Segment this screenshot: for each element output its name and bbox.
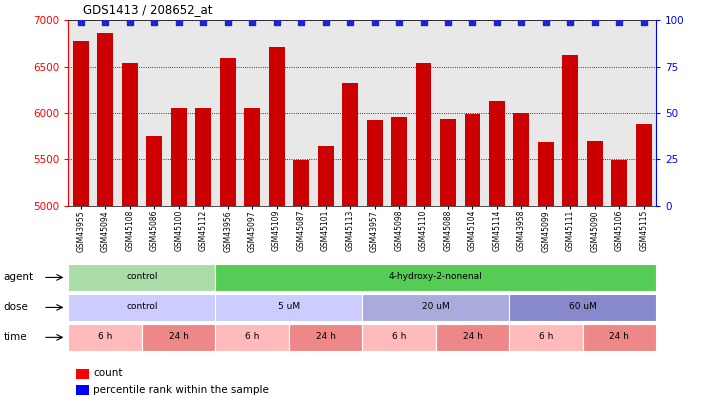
Bar — [269, 47, 285, 206]
Point — [491, 19, 503, 26]
Point — [124, 19, 136, 26]
Bar — [538, 142, 554, 206]
Point — [222, 19, 234, 26]
Point — [99, 19, 111, 26]
Point — [173, 19, 185, 26]
Bar — [636, 124, 652, 206]
Point — [75, 19, 87, 26]
Bar — [513, 113, 529, 206]
Text: dose: dose — [4, 303, 29, 312]
Point — [198, 19, 209, 26]
Text: percentile rank within the sample: percentile rank within the sample — [93, 385, 269, 394]
Bar — [363, 324, 435, 351]
Bar — [68, 294, 216, 321]
Point — [345, 19, 356, 26]
Text: 4-hydroxy-2-nonenal: 4-hydroxy-2-nonenal — [389, 272, 482, 281]
Point — [368, 19, 380, 26]
Bar — [244, 109, 260, 206]
Text: GDS1413 / 208652_at: GDS1413 / 208652_at — [83, 3, 213, 16]
Text: 24 h: 24 h — [316, 332, 335, 341]
Bar — [122, 63, 138, 206]
Bar — [509, 294, 656, 321]
Point — [247, 19, 258, 26]
Bar — [68, 324, 142, 351]
Text: 24 h: 24 h — [609, 332, 629, 341]
Bar — [435, 324, 509, 351]
Text: 6 h: 6 h — [392, 332, 406, 341]
Bar — [415, 63, 431, 206]
Text: count: count — [93, 369, 123, 378]
Text: control: control — [126, 272, 158, 281]
Bar — [142, 324, 216, 351]
Point — [417, 19, 429, 26]
Bar — [489, 101, 505, 206]
Text: control: control — [126, 302, 158, 311]
Bar — [587, 141, 603, 206]
Bar — [318, 146, 334, 206]
Point — [638, 19, 650, 26]
Bar — [146, 136, 162, 206]
Bar — [464, 114, 480, 206]
Bar — [583, 324, 656, 351]
Bar — [363, 294, 509, 321]
Point — [540, 19, 552, 26]
Text: agent: agent — [4, 273, 34, 282]
Point — [442, 19, 454, 26]
Point — [271, 19, 283, 26]
Text: 60 uM: 60 uM — [569, 302, 596, 311]
Text: 20 uM: 20 uM — [422, 302, 450, 311]
Bar — [97, 33, 113, 206]
Point — [296, 19, 307, 26]
Bar — [216, 264, 656, 291]
Text: 24 h: 24 h — [463, 332, 482, 341]
Bar — [220, 58, 236, 206]
Text: 6 h: 6 h — [539, 332, 553, 341]
Point — [614, 19, 625, 26]
Bar — [509, 324, 583, 351]
Bar — [195, 109, 211, 206]
Bar — [342, 83, 358, 206]
Bar — [440, 119, 456, 206]
Bar — [171, 109, 187, 206]
Bar — [68, 264, 216, 291]
Text: 6 h: 6 h — [245, 332, 260, 341]
Bar — [366, 120, 383, 206]
Bar — [216, 324, 289, 351]
Point — [149, 19, 160, 26]
Point — [565, 19, 576, 26]
Text: 6 h: 6 h — [98, 332, 112, 341]
Text: 5 uM: 5 uM — [278, 302, 300, 311]
Point — [466, 19, 478, 26]
Bar — [562, 55, 578, 206]
Bar — [216, 294, 363, 321]
Point — [516, 19, 527, 26]
Text: time: time — [4, 333, 27, 342]
Bar — [611, 160, 627, 206]
Bar — [391, 117, 407, 206]
Point — [393, 19, 404, 26]
Bar — [293, 160, 309, 206]
Point — [320, 19, 332, 26]
Bar — [289, 324, 363, 351]
Text: 24 h: 24 h — [169, 332, 189, 341]
Point — [589, 19, 601, 26]
Bar — [73, 40, 89, 206]
